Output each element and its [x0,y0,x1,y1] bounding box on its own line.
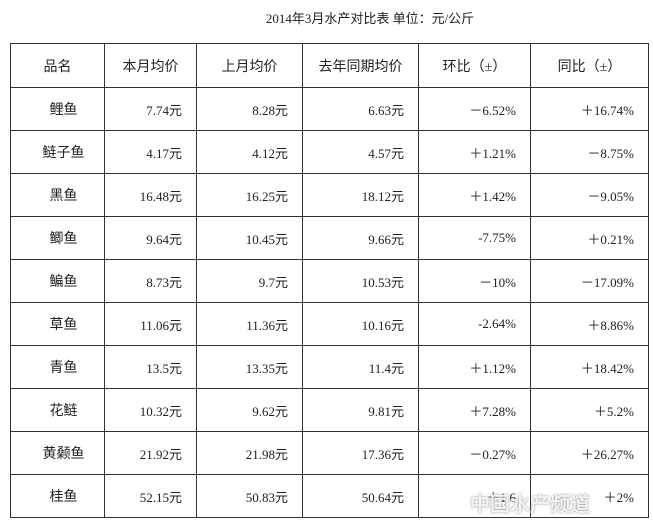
value-cell: 4.57元 [302,130,419,174]
value-cell: ＋1.21% [418,130,531,174]
name-cell: 鲫鱼 [10,216,105,260]
value-cell: 9.7元 [196,259,303,303]
value-cell: －8.75% [530,130,649,174]
name-cell: 黑鱼 [10,173,105,217]
value-cell: 10.53元 [302,259,419,303]
value-cell: －17.09% [530,259,649,303]
value-cell: ＋5.2% [530,388,649,432]
header-cell: 同比（±） [530,43,649,88]
header-cell: 品名 [10,43,105,88]
value-cell: －10% [418,259,531,303]
value-cell: 52.15元 [104,474,197,518]
value-cell: 50.64元 [302,474,419,518]
value-cell: 21.92元 [104,431,197,475]
value-cell: －6.52% [418,87,531,131]
name-cell: 鳊鱼 [10,259,105,303]
data-row: 鳊鱼 8.73元 9.7元 10.53元 －10% －17.09% [10,259,649,303]
value-cell: 11.36元 [196,302,303,346]
value-cell: ＋7.28% [418,388,531,432]
value-cell: ＋18.42% [530,345,649,389]
header-cell: 本月均价 [104,43,197,88]
value-cell: －0.27% [418,431,531,475]
value-cell: 9.81元 [302,388,419,432]
data-row: 花鲢 10.32元 9.62元 9.81元 ＋7.28% ＋5.2% [10,388,649,432]
value-cell: 11.4元 [302,345,419,389]
name-cell: 桂鱼 [10,474,105,518]
value-cell: 16.48元 [104,173,197,217]
header-row: 品名 本月均价 上月均价 去年同期均价 环比（±） 同比（±） [10,43,649,88]
header-cell: 去年同期均价 [302,43,419,88]
data-row: 桂鱼 52.15元 50.83元 50.64元 ＋1.6 ＋2% [10,474,649,518]
value-cell: 8.28元 [196,87,303,131]
value-cell: ＋8.86% [530,302,649,346]
data-row: 黄颡鱼 21.92元 21.98元 17.36元 －0.27% ＋26.27% [10,431,649,475]
data-row: 鲤鱼 7.74元 8.28元 6.63元 －6.52% ＋16.74% [10,87,649,131]
value-cell: 17.36元 [302,431,419,475]
value-cell: -7.75% [418,216,531,260]
value-cell: 8.73元 [104,259,197,303]
value-cell: 10.32元 [104,388,197,432]
value-cell: 13.35元 [196,345,303,389]
value-cell: 9.62元 [196,388,303,432]
data-row: 鲫鱼 9.64元 10.45元 9.66元 -7.75% ＋0.21% [10,216,649,260]
value-cell: 10.16元 [302,302,419,346]
header-cell: 环比（±） [418,43,531,88]
value-cell: 16.25元 [196,173,303,217]
name-cell: 鲤鱼 [10,87,105,131]
value-cell: 9.66元 [302,216,419,260]
value-cell: －9.05% [530,173,649,217]
value-cell: 18.12元 [302,173,419,217]
value-cell: 21.98元 [196,431,303,475]
name-cell: 花鲢 [10,388,105,432]
value-cell: 4.12元 [196,130,303,174]
name-cell: 青鱼 [10,345,105,389]
value-cell: ＋1.12% [418,345,531,389]
value-cell: 9.64元 [104,216,197,260]
value-cell: 7.74元 [104,87,197,131]
data-row: 青鱼 13.5元 13.35元 11.4元 ＋1.12% ＋18.42% [10,345,649,389]
value-cell: 13.5元 [104,345,197,389]
value-cell: ＋1.42% [418,173,531,217]
header-cell: 上月均价 [196,43,303,88]
price-table: 品名 本月均价 上月均价 去年同期均价 环比（±） 同比（±） 鲤鱼 7.74元 8.28元 6.… [10,43,649,518]
value-cell: -2.64% [418,302,531,346]
value-cell: ＋0.21% [530,216,649,260]
name-cell: 黄颡鱼 [10,431,105,475]
value-cell: ＋26.27% [530,431,649,475]
watermark: 中国水产频道 [470,494,590,516]
value-cell: 11.06元 [104,302,197,346]
value-cell: 10.45元 [196,216,303,260]
table-title: 2014年3月水产对比表 单位：元/公斤 [265,11,475,26]
name-cell: 草鱼 [10,302,105,346]
data-row: 草鱼 11.06元 11.36元 10.16元 -2.64% ＋8.86% [10,302,649,346]
value-cell: ＋16.74% [530,87,649,131]
value-cell: 6.63元 [302,87,419,131]
data-row: 黑鱼 16.48元 16.25元 18.12元 ＋1.42% －9.05% [10,173,649,217]
value-cell: 4.17元 [104,130,197,174]
value-cell: 50.83元 [196,474,303,518]
table-body: 品名 本月均价 上月均价 去年同期均价 环比（±） 同比（±） 鲤鱼 7.74元 8.28元 6.… [10,43,649,518]
data-row: 鲢子鱼 4.17元 4.12元 4.57元 ＋1.21% －8.75% [10,130,649,174]
name-cell: 鲢子鱼 [10,130,105,174]
value-cell: ＋2% [530,474,649,518]
